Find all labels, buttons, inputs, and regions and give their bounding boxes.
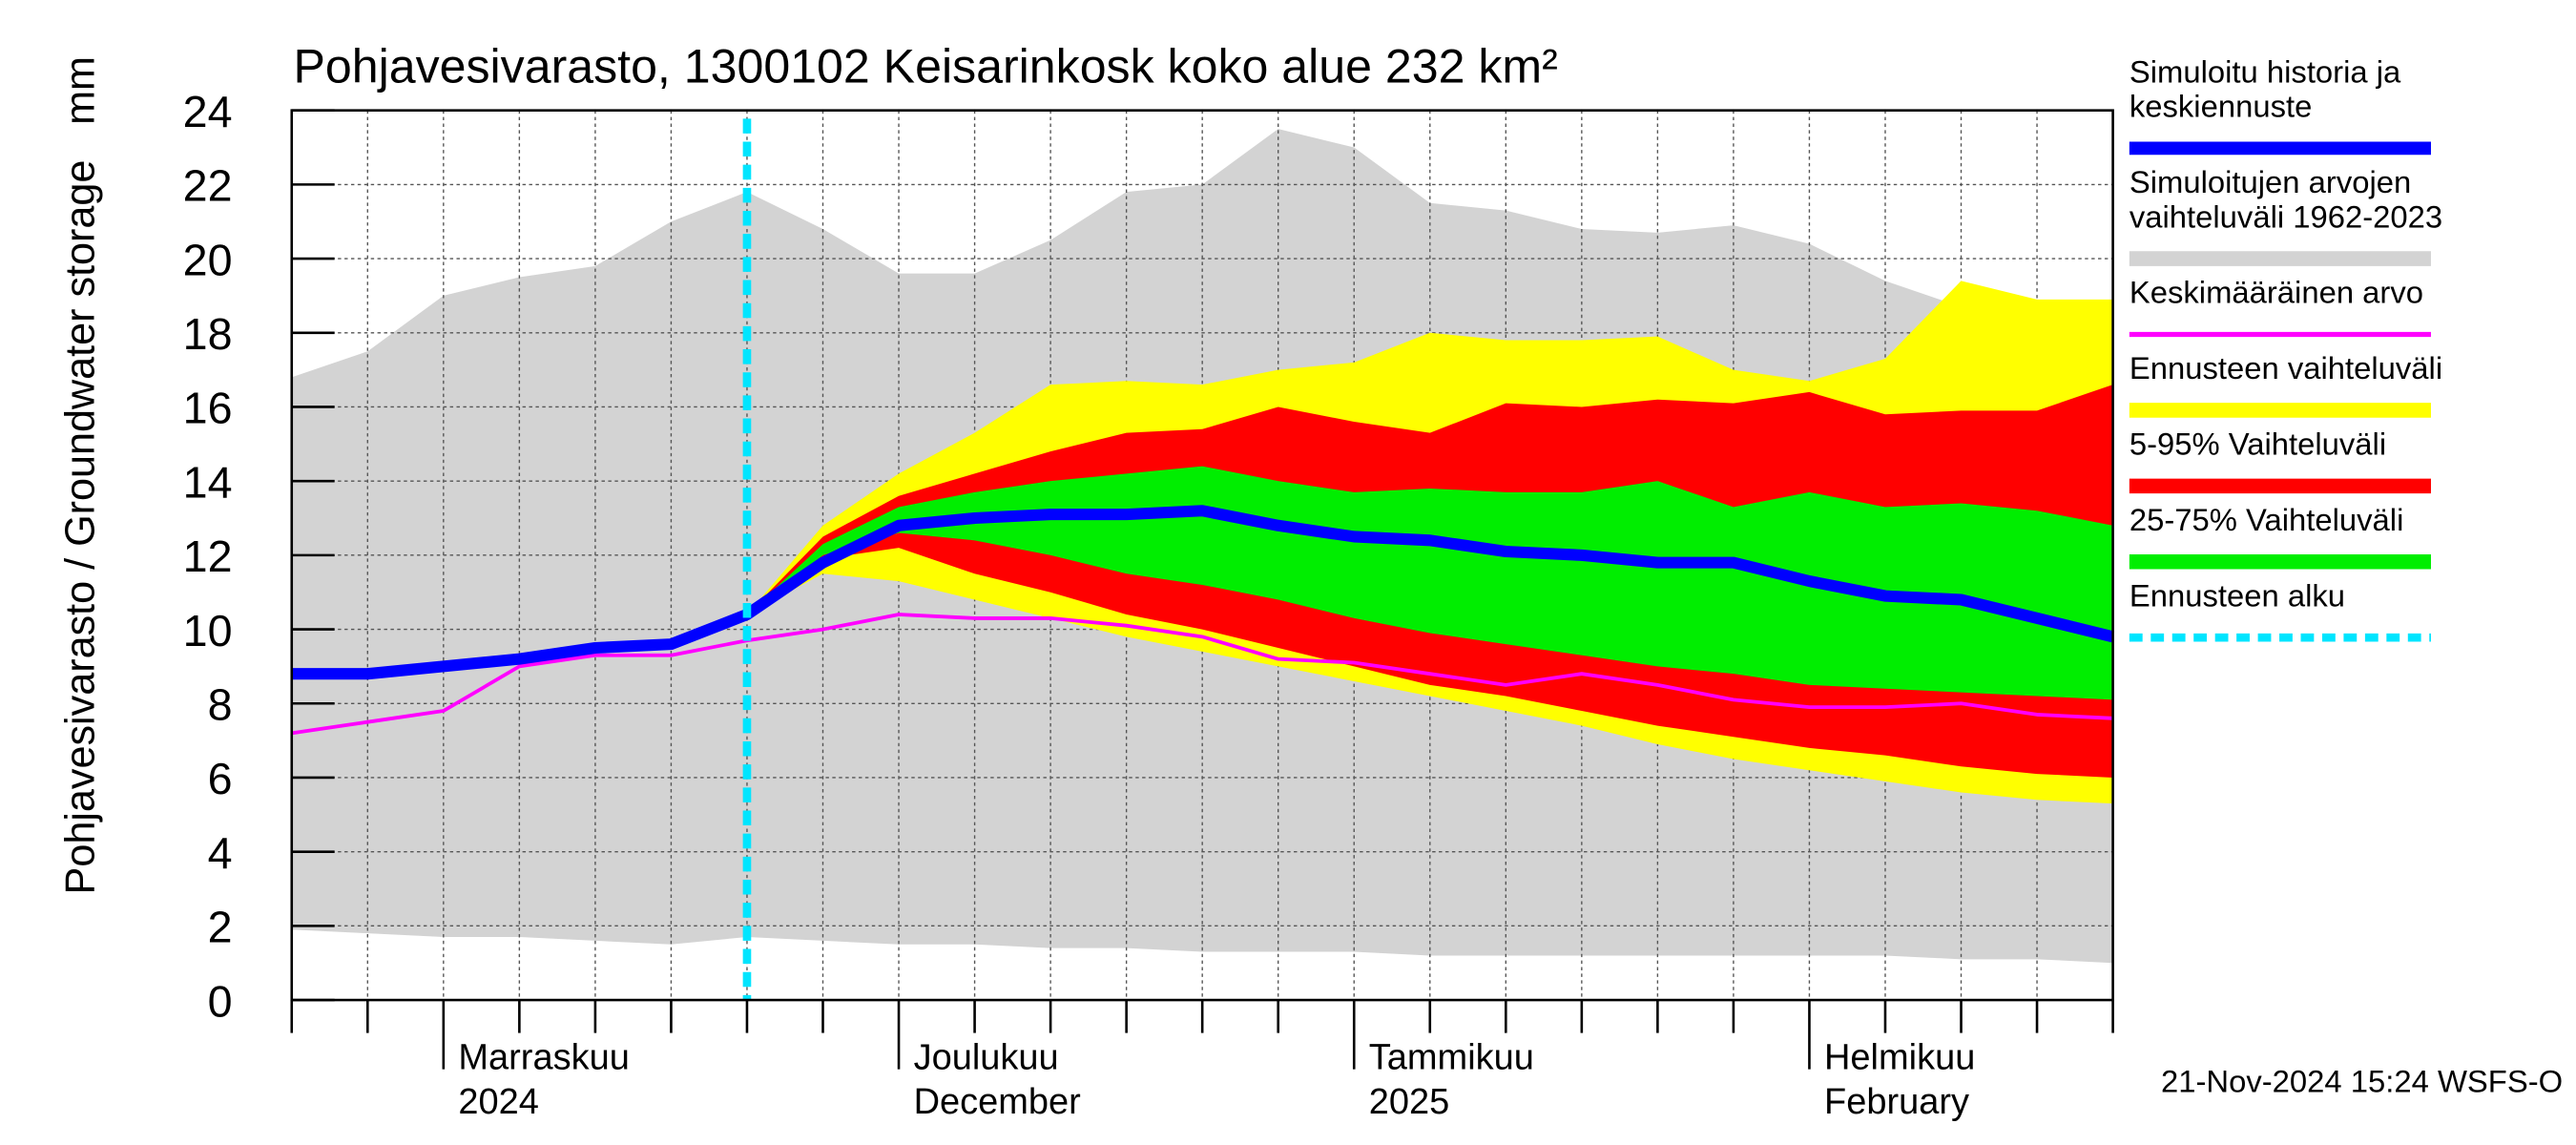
range-band xyxy=(746,466,2113,700)
y-tick-label: 10 xyxy=(183,606,233,656)
chart-title: Pohjavesivarasto, 1300102 Keisarinkosk k… xyxy=(293,39,1557,93)
y-axis-unit: mm xyxy=(57,56,103,125)
y-tick-label: 24 xyxy=(183,87,233,136)
legend-label: Simuloitujen arvojen vaihteluväli 1962-20… xyxy=(2129,164,2442,234)
x-tick-label: Tammikuu 2025 xyxy=(1369,1038,1534,1123)
legend-label: 25-75% Vaihteluväli xyxy=(2129,502,2404,537)
y-tick-label: 18 xyxy=(183,309,233,359)
y-tick-label: 2 xyxy=(208,903,233,952)
legend-label: Keskimääräinen arvo xyxy=(2129,275,2423,310)
legend-label: Ennusteen alku xyxy=(2129,577,2345,613)
x-tick-label: Marraskuu 2024 xyxy=(458,1038,629,1123)
y-tick-label: 6 xyxy=(208,754,233,803)
mean-line xyxy=(291,613,2113,736)
y-tick-label: 20 xyxy=(183,235,233,284)
y-tick-label: 16 xyxy=(183,384,233,433)
x-tick-label: Joulukuu December xyxy=(914,1038,1082,1123)
y-tick-label: 8 xyxy=(208,680,233,730)
y-axis-label: Pohjavesivarasto / Groundwater storage xyxy=(57,160,103,895)
median-line xyxy=(291,505,2115,680)
y-tick-label: 22 xyxy=(183,161,233,211)
y-tick-label: 0 xyxy=(208,976,233,1026)
x-tick-label: Helmikuu February xyxy=(1824,1038,1975,1123)
y-tick-label: 4 xyxy=(208,828,233,878)
y-tick-label: 14 xyxy=(183,457,233,507)
footer: 21-Nov-2024 15:24 WSFS-O xyxy=(2161,1064,2563,1099)
legend-label: Ennusteen vaihteluväli xyxy=(2129,350,2442,385)
legend-label: 5-95% Vaihteluväli xyxy=(2129,427,2386,462)
y-tick-label: 12 xyxy=(183,531,233,581)
legend-label: Simuloitu historia ja keskiennuste xyxy=(2129,53,2401,123)
